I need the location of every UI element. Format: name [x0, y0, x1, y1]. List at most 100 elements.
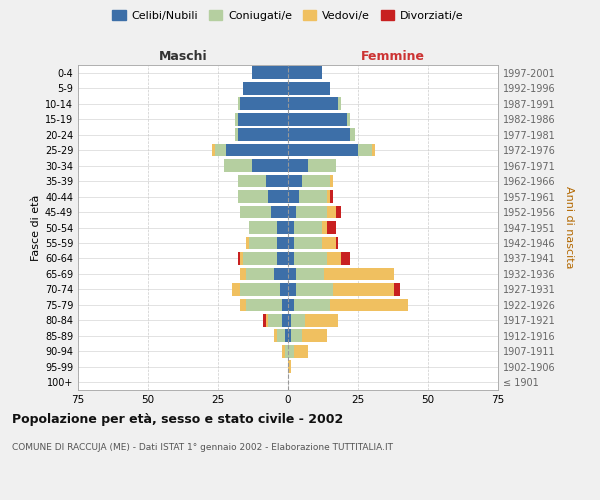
Bar: [296, 206, 327, 218]
Bar: [288, 330, 291, 342]
Bar: [266, 174, 288, 188]
Bar: [246, 268, 274, 280]
Bar: [280, 283, 288, 296]
Bar: [302, 330, 327, 342]
Bar: [246, 236, 249, 250]
Bar: [325, 268, 394, 280]
Bar: [293, 298, 330, 311]
Bar: [212, 144, 215, 156]
Bar: [288, 159, 308, 172]
Y-axis label: Anni di nascita: Anni di nascita: [564, 186, 574, 269]
Bar: [249, 236, 277, 250]
Bar: [283, 314, 288, 326]
Bar: [350, 128, 355, 141]
Text: Popolazione per età, sesso e stato civile - 2002: Popolazione per età, sesso e stato civil…: [12, 412, 343, 426]
Bar: [277, 236, 288, 250]
Bar: [283, 345, 285, 358]
Bar: [305, 314, 338, 326]
Bar: [296, 283, 333, 296]
Bar: [288, 252, 293, 265]
Bar: [277, 330, 285, 342]
Bar: [322, 221, 327, 234]
Bar: [241, 252, 243, 265]
Bar: [327, 190, 330, 203]
Bar: [238, 128, 288, 141]
Bar: [288, 283, 296, 296]
Bar: [277, 252, 288, 265]
Bar: [238, 113, 288, 126]
Bar: [241, 298, 246, 311]
Bar: [238, 190, 268, 203]
Bar: [235, 128, 238, 141]
Bar: [241, 268, 246, 280]
Bar: [241, 206, 271, 218]
Bar: [330, 190, 333, 203]
Bar: [288, 174, 302, 188]
Bar: [394, 283, 400, 296]
Bar: [283, 298, 288, 311]
Bar: [251, 66, 288, 79]
Bar: [251, 159, 288, 172]
Bar: [288, 345, 293, 358]
Bar: [249, 221, 277, 234]
Bar: [347, 113, 350, 126]
Bar: [358, 144, 372, 156]
Bar: [293, 236, 322, 250]
Bar: [285, 345, 288, 358]
Bar: [266, 314, 268, 326]
Text: Femmine: Femmine: [361, 50, 425, 62]
Bar: [372, 144, 375, 156]
Bar: [288, 360, 291, 373]
Bar: [296, 268, 325, 280]
Bar: [274, 268, 288, 280]
Bar: [327, 221, 335, 234]
Bar: [268, 314, 283, 326]
Bar: [288, 128, 350, 141]
Bar: [271, 206, 288, 218]
Bar: [246, 298, 283, 311]
Bar: [288, 98, 338, 110]
Bar: [288, 190, 299, 203]
Bar: [277, 221, 288, 234]
Bar: [308, 159, 335, 172]
Bar: [224, 159, 251, 172]
Bar: [338, 98, 341, 110]
Bar: [226, 144, 288, 156]
Bar: [232, 283, 241, 296]
Bar: [238, 98, 241, 110]
Bar: [235, 113, 238, 126]
Bar: [288, 236, 293, 250]
Y-axis label: Fasce di età: Fasce di età: [31, 194, 41, 260]
Bar: [288, 113, 347, 126]
Bar: [288, 82, 330, 94]
Bar: [293, 252, 327, 265]
Bar: [291, 330, 302, 342]
Bar: [327, 206, 335, 218]
Bar: [322, 236, 335, 250]
Bar: [288, 314, 291, 326]
Text: COMUNE DI RACCUJA (ME) - Dati ISTAT 1° gennaio 2002 - Elaborazione TUTTITALIA.IT: COMUNE DI RACCUJA (ME) - Dati ISTAT 1° g…: [12, 442, 393, 452]
Bar: [288, 268, 296, 280]
Bar: [330, 298, 409, 311]
Bar: [293, 221, 322, 234]
Bar: [291, 314, 305, 326]
Bar: [274, 330, 277, 342]
Bar: [288, 221, 293, 234]
Bar: [285, 330, 288, 342]
Bar: [243, 82, 288, 94]
Bar: [333, 283, 394, 296]
Bar: [243, 252, 277, 265]
Bar: [341, 252, 350, 265]
Bar: [327, 252, 341, 265]
Bar: [268, 190, 288, 203]
Bar: [238, 252, 241, 265]
Bar: [288, 144, 358, 156]
Bar: [241, 98, 288, 110]
Bar: [288, 66, 322, 79]
Text: Maschi: Maschi: [158, 50, 208, 62]
Bar: [263, 314, 266, 326]
Legend: Celibi/Nubili, Coniugati/e, Vedovi/e, Divorziati/e: Celibi/Nubili, Coniugati/e, Vedovi/e, Di…: [108, 6, 468, 25]
Bar: [288, 206, 296, 218]
Bar: [335, 236, 338, 250]
Bar: [238, 174, 266, 188]
